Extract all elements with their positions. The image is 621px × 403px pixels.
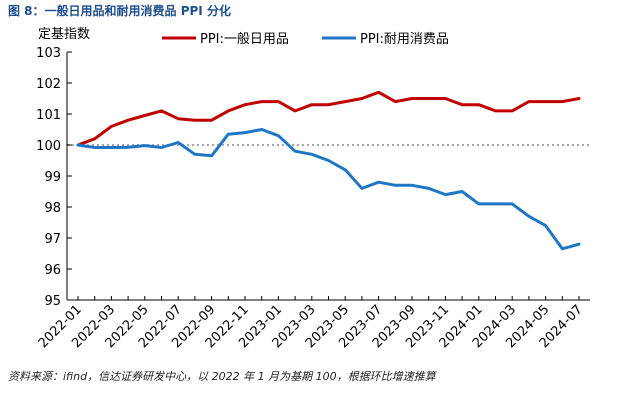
y-tick-label: 97: [44, 232, 61, 247]
series-group: [76, 90, 581, 251]
y-tick-label: 103: [36, 46, 61, 61]
legend-label-durable-goods: PPI:耐用消费品: [360, 32, 449, 47]
y-axis-label: 定基指数: [38, 27, 90, 42]
legend-label-daily-goods: PPI:一般日用品: [200, 31, 289, 47]
x-tick-labels: 2022-012022-032022-052022-072022-092022-…: [36, 296, 586, 351]
axes: [66, 52, 590, 301]
series-line-durable-goods: [76, 128, 581, 251]
legend: PPI:一般日用品 PPI:耐用消费品: [162, 31, 449, 47]
figure-title: 图 8：一般日用品和耐用消费品 PPI 分化: [8, 4, 231, 18]
series-line-daily-goods: [76, 90, 581, 147]
source-note: 资料来源：ifind，信达证券研发中心，以 2022 年 1 月为基期 100，…: [8, 370, 436, 383]
y-tick-label: 99: [44, 170, 61, 185]
y-tick-labels: 95 96 97 98 99 100 101 102 103: [36, 46, 72, 309]
y-tick-label: 95: [44, 294, 61, 309]
y-tick-label: 100: [36, 139, 61, 154]
y-tick-label: 98: [44, 201, 61, 216]
y-tick-label: 102: [36, 77, 61, 92]
y-tick-label: 101: [36, 108, 61, 123]
y-tick-label: 96: [44, 263, 61, 278]
